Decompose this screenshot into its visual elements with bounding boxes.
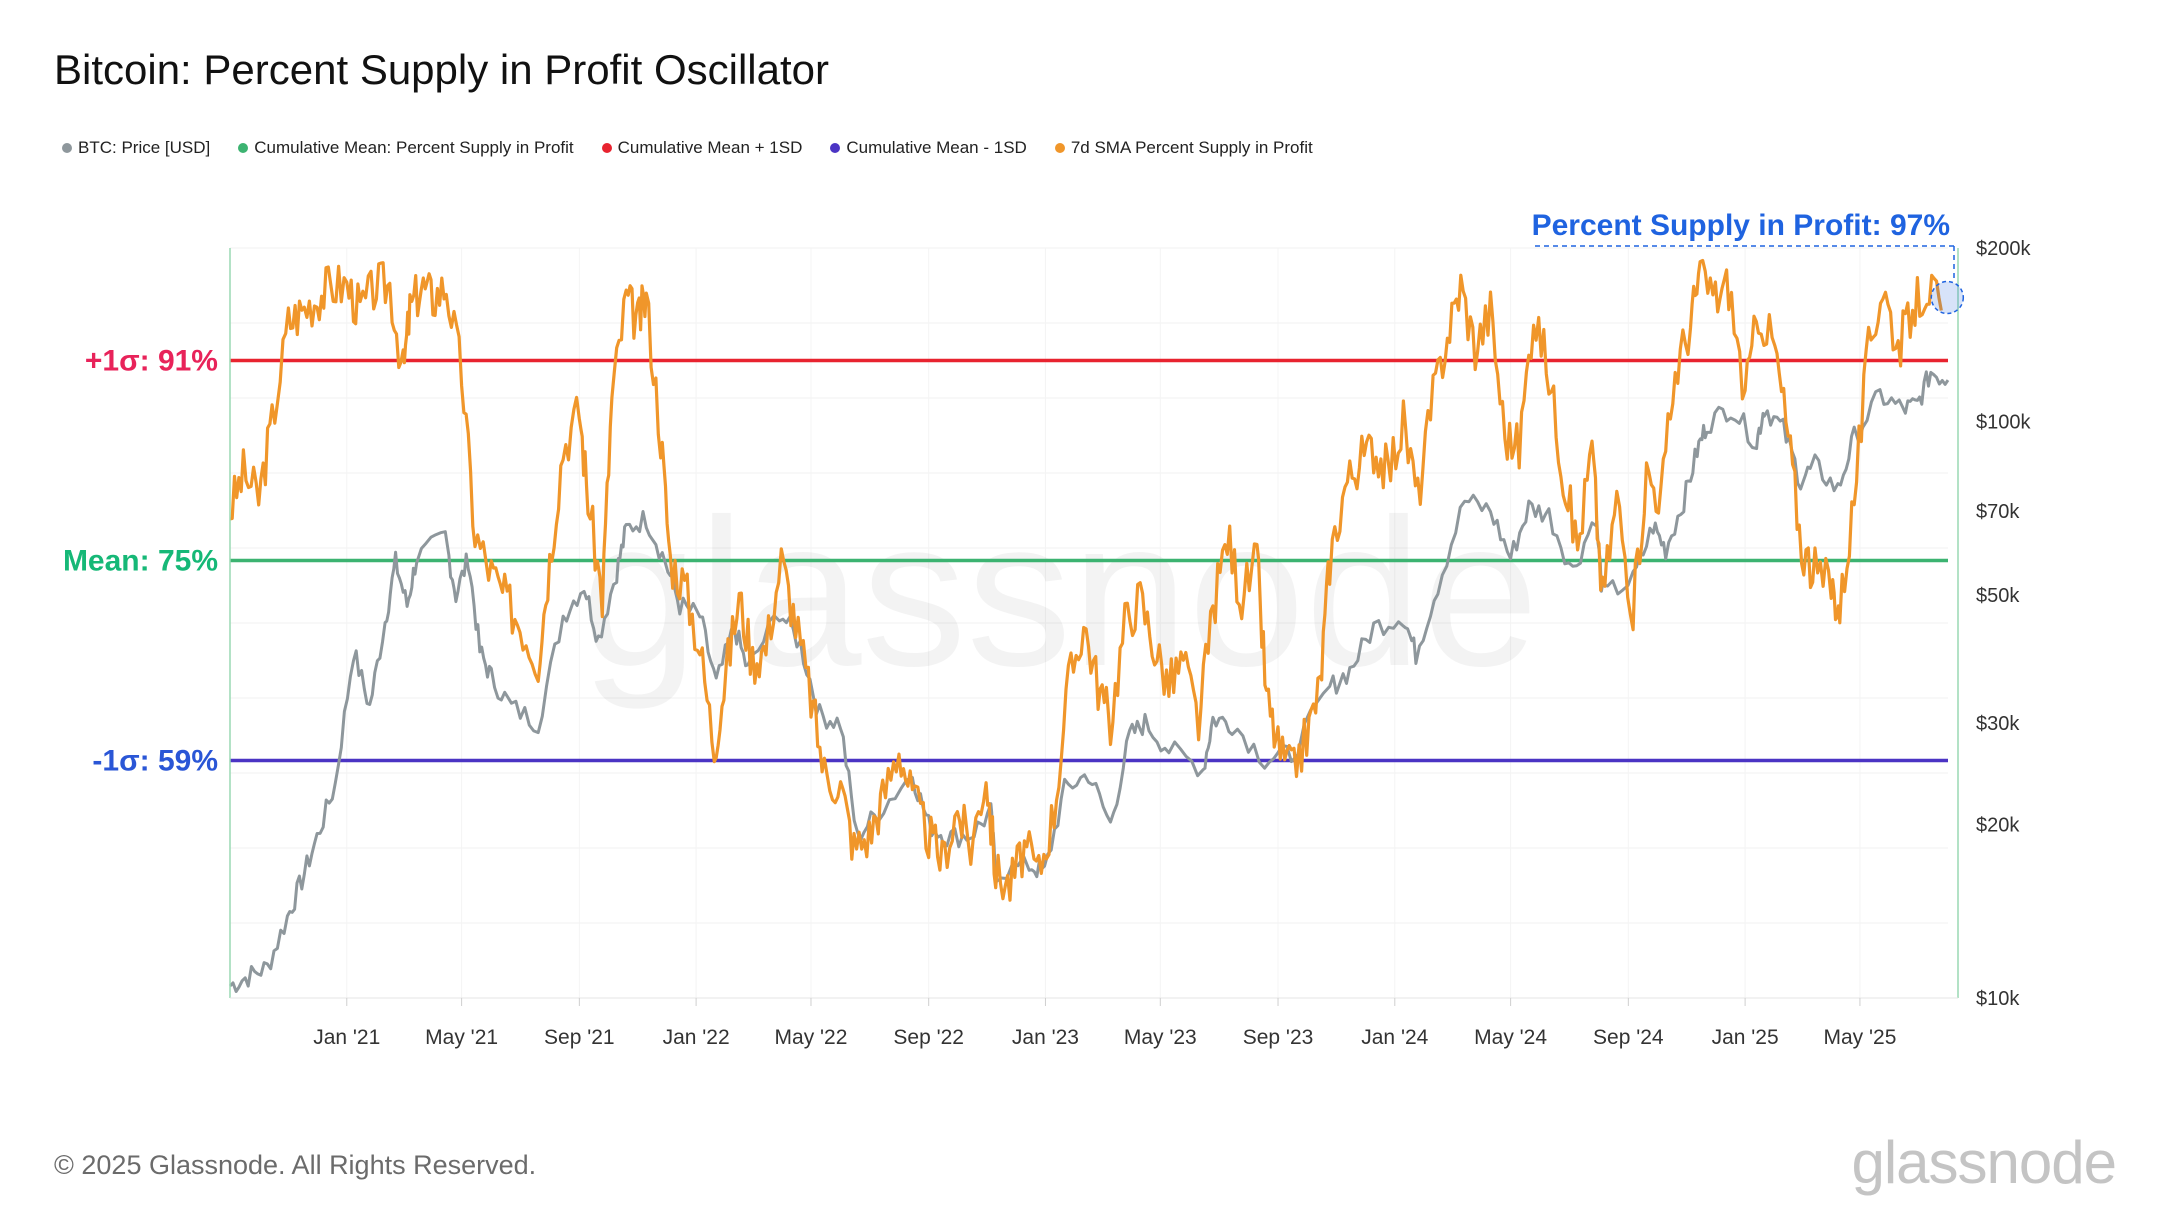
y-right-tick-label: $50k (1976, 585, 2020, 607)
x-tick-label: May '24 (1474, 1026, 1547, 1049)
copyright: © 2025 Glassnode. All Rights Reserved. (54, 1150, 537, 1180)
chart-title: Bitcoin: Percent Supply in Profit Oscill… (54, 46, 829, 93)
x-tick-label: Jan '21 (313, 1026, 380, 1049)
glassnode-logo: glassnode (1851, 1129, 2117, 1196)
x-tick-label: Jan '22 (663, 1026, 730, 1049)
x-tick-label: Jan '24 (1361, 1026, 1428, 1049)
legend-label: 7d SMA Percent Supply in Profit (1070, 138, 1313, 157)
x-tick-label: Sep '22 (893, 1026, 964, 1049)
legend-dot-icon (62, 143, 72, 153)
x-tick-label: May '22 (775, 1026, 848, 1049)
legend: BTC: Price [USD] Cumulative Mean: Percent… (62, 138, 1313, 158)
legend-dot-icon (601, 143, 612, 153)
x-tick-label: Sep '23 (1243, 1026, 1314, 1049)
legend-label: Cumulative Mean + 1SD (617, 138, 803, 157)
x-tick-label: Sep '21 (544, 1026, 615, 1049)
legend-dot-icon (1054, 143, 1065, 153)
x-tick-label: May '21 (425, 1026, 498, 1049)
btc-price-line (228, 370, 1950, 993)
y-right-tick-label: $70k (1976, 501, 2020, 523)
y-right-tick-label: $10k (1976, 988, 2020, 1010)
legend-label: Cumulative Mean - 1SD (846, 138, 1027, 157)
y-right-tick-label: $30k (1976, 713, 2020, 735)
band-label-plus: +1σ: 91% (85, 345, 218, 378)
x-tick-label: Jan '23 (1012, 1026, 1079, 1049)
x-tick-label: Jan '25 (1712, 1026, 1779, 1049)
legend-dot-icon (830, 143, 841, 153)
legend-item[interactable]: Cumulative Mean - 1SD (830, 138, 1027, 158)
band-label-mean: Mean: 75% (63, 545, 218, 578)
legend-item[interactable]: BTC: Price [USD] (62, 138, 210, 158)
legend-item[interactable]: Cumulative Mean: Percent Supply in Profi… (238, 138, 574, 158)
x-tick-label: May '23 (1124, 1026, 1197, 1049)
callout-label: Percent Supply in Profit: 97% (1532, 209, 1950, 242)
sma-supply-in-profit-line (229, 258, 1943, 902)
legend-label: BTC: Price [USD] (78, 138, 211, 157)
y-right-tick-label: $20k (1976, 814, 2020, 836)
y-right-tick-label: $200k (1976, 238, 2031, 260)
legend-dot-icon (238, 143, 249, 153)
y-right-tick-label: $100k (1976, 412, 2031, 434)
legend-label: Cumulative Mean: Percent Supply in Profi… (254, 138, 574, 157)
band-label-minus: -1σ: 59% (92, 745, 218, 778)
x-tick-label: May '25 (1824, 1026, 1897, 1049)
x-tick-label: Sep '24 (1593, 1026, 1664, 1049)
legend-item[interactable]: Cumulative Mean + 1SD (601, 138, 803, 158)
callout-marker (1930, 280, 1965, 315)
legend-item[interactable]: 7d SMA Percent Supply in Profit (1054, 138, 1313, 158)
